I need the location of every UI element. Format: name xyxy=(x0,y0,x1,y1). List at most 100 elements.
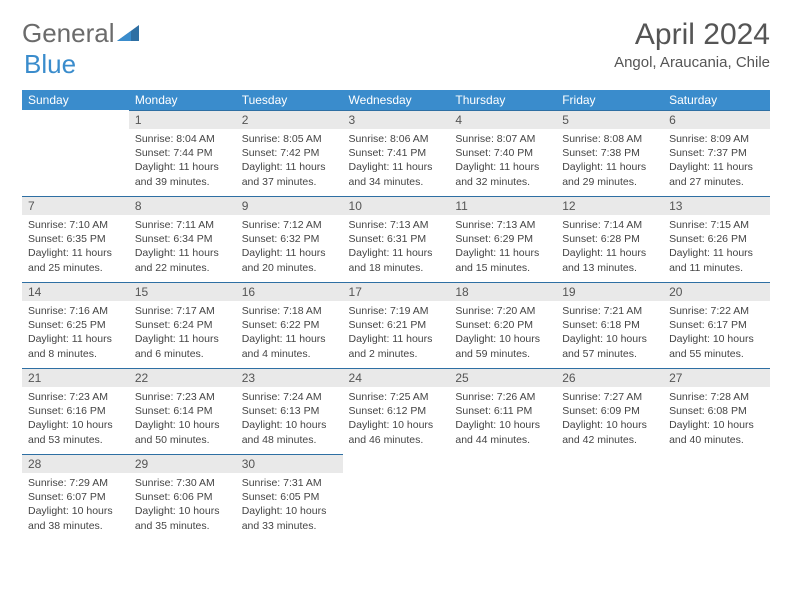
day-number: 5 xyxy=(556,110,663,129)
calendar-day-cell xyxy=(22,110,129,196)
calendar-day-cell: 23Sunrise: 7:24 AMSunset: 6:13 PMDayligh… xyxy=(236,368,343,454)
day-number: 22 xyxy=(129,368,236,387)
day-details: Sunrise: 7:11 AMSunset: 6:34 PMDaylight:… xyxy=(129,215,236,281)
day-details: Sunrise: 7:10 AMSunset: 6:35 PMDaylight:… xyxy=(22,215,129,281)
day-number: 11 xyxy=(449,196,556,215)
day-number: 27 xyxy=(663,368,770,387)
calendar-week-row: 21Sunrise: 7:23 AMSunset: 6:16 PMDayligh… xyxy=(22,368,770,454)
calendar-day-cell: 28Sunrise: 7:29 AMSunset: 6:07 PMDayligh… xyxy=(22,454,129,540)
calendar-day-cell: 24Sunrise: 7:25 AMSunset: 6:12 PMDayligh… xyxy=(343,368,450,454)
day-details: Sunrise: 7:23 AMSunset: 6:16 PMDaylight:… xyxy=(22,387,129,453)
day-number: 10 xyxy=(343,196,450,215)
weekday-header: Sunday xyxy=(22,90,129,110)
calendar-day-cell xyxy=(343,454,450,540)
weekday-header: Monday xyxy=(129,90,236,110)
day-number: 12 xyxy=(556,196,663,215)
calendar-day-cell: 27Sunrise: 7:28 AMSunset: 6:08 PMDayligh… xyxy=(663,368,770,454)
weekday-header: Wednesday xyxy=(343,90,450,110)
day-details: Sunrise: 8:05 AMSunset: 7:42 PMDaylight:… xyxy=(236,129,343,195)
calendar-day-cell: 7Sunrise: 7:10 AMSunset: 6:35 PMDaylight… xyxy=(22,196,129,282)
calendar-day-cell: 25Sunrise: 7:26 AMSunset: 6:11 PMDayligh… xyxy=(449,368,556,454)
calendar-day-cell: 12Sunrise: 7:14 AMSunset: 6:28 PMDayligh… xyxy=(556,196,663,282)
day-details: Sunrise: 7:16 AMSunset: 6:25 PMDaylight:… xyxy=(22,301,129,367)
calendar-day-cell xyxy=(556,454,663,540)
day-details: Sunrise: 7:26 AMSunset: 6:11 PMDaylight:… xyxy=(449,387,556,453)
day-number: 3 xyxy=(343,110,450,129)
day-number: 2 xyxy=(236,110,343,129)
day-number: 16 xyxy=(236,282,343,301)
logo: General xyxy=(22,18,139,49)
day-details: Sunrise: 7:17 AMSunset: 6:24 PMDaylight:… xyxy=(129,301,236,367)
calendar-day-cell: 10Sunrise: 7:13 AMSunset: 6:31 PMDayligh… xyxy=(343,196,450,282)
day-details: Sunrise: 7:27 AMSunset: 6:09 PMDaylight:… xyxy=(556,387,663,453)
calendar-day-cell: 6Sunrise: 8:09 AMSunset: 7:37 PMDaylight… xyxy=(663,110,770,196)
day-number: 18 xyxy=(449,282,556,301)
day-details: Sunrise: 7:28 AMSunset: 6:08 PMDaylight:… xyxy=(663,387,770,453)
calendar-day-cell: 30Sunrise: 7:31 AMSunset: 6:05 PMDayligh… xyxy=(236,454,343,540)
logo-text-general: General xyxy=(22,18,115,49)
day-number: 20 xyxy=(663,282,770,301)
calendar-day-cell xyxy=(449,454,556,540)
day-number: 15 xyxy=(129,282,236,301)
day-number: 21 xyxy=(22,368,129,387)
calendar-week-row: 7Sunrise: 7:10 AMSunset: 6:35 PMDaylight… xyxy=(22,196,770,282)
weekday-header: Thursday xyxy=(449,90,556,110)
day-number: 6 xyxy=(663,110,770,129)
calendar-day-cell: 17Sunrise: 7:19 AMSunset: 6:21 PMDayligh… xyxy=(343,282,450,368)
day-number: 24 xyxy=(343,368,450,387)
calendar-day-cell: 2Sunrise: 8:05 AMSunset: 7:42 PMDaylight… xyxy=(236,110,343,196)
calendar-day-cell: 21Sunrise: 7:23 AMSunset: 6:16 PMDayligh… xyxy=(22,368,129,454)
calendar-week-row: 14Sunrise: 7:16 AMSunset: 6:25 PMDayligh… xyxy=(22,282,770,368)
day-details: Sunrise: 7:15 AMSunset: 6:26 PMDaylight:… xyxy=(663,215,770,281)
day-number: 9 xyxy=(236,196,343,215)
day-details: Sunrise: 7:13 AMSunset: 6:29 PMDaylight:… xyxy=(449,215,556,281)
day-details: Sunrise: 7:25 AMSunset: 6:12 PMDaylight:… xyxy=(343,387,450,453)
calendar-day-cell: 3Sunrise: 8:06 AMSunset: 7:41 PMDaylight… xyxy=(343,110,450,196)
day-details: Sunrise: 7:19 AMSunset: 6:21 PMDaylight:… xyxy=(343,301,450,367)
day-details: Sunrise: 7:14 AMSunset: 6:28 PMDaylight:… xyxy=(556,215,663,281)
calendar-day-cell: 5Sunrise: 8:08 AMSunset: 7:38 PMDaylight… xyxy=(556,110,663,196)
calendar-day-cell: 22Sunrise: 7:23 AMSunset: 6:14 PMDayligh… xyxy=(129,368,236,454)
weekday-header: Friday xyxy=(556,90,663,110)
calendar-week-row: 28Sunrise: 7:29 AMSunset: 6:07 PMDayligh… xyxy=(22,454,770,540)
month-title: April 2024 xyxy=(614,18,770,52)
day-details: Sunrise: 7:21 AMSunset: 6:18 PMDaylight:… xyxy=(556,301,663,367)
day-number: 29 xyxy=(129,454,236,473)
calendar-day-cell: 1Sunrise: 8:04 AMSunset: 7:44 PMDaylight… xyxy=(129,110,236,196)
day-details: Sunrise: 7:30 AMSunset: 6:06 PMDaylight:… xyxy=(129,473,236,539)
day-details: Sunrise: 7:20 AMSunset: 6:20 PMDaylight:… xyxy=(449,301,556,367)
calendar-day-cell: 15Sunrise: 7:17 AMSunset: 6:24 PMDayligh… xyxy=(129,282,236,368)
calendar-day-cell: 4Sunrise: 8:07 AMSunset: 7:40 PMDaylight… xyxy=(449,110,556,196)
day-details: Sunrise: 8:06 AMSunset: 7:41 PMDaylight:… xyxy=(343,129,450,195)
logo-text-blue: Blue xyxy=(24,49,76,79)
day-details: Sunrise: 8:08 AMSunset: 7:38 PMDaylight:… xyxy=(556,129,663,195)
calendar-day-cell: 16Sunrise: 7:18 AMSunset: 6:22 PMDayligh… xyxy=(236,282,343,368)
day-number: 23 xyxy=(236,368,343,387)
calendar-day-cell xyxy=(663,454,770,540)
day-number: 28 xyxy=(22,454,129,473)
day-number: 26 xyxy=(556,368,663,387)
day-number: 7 xyxy=(22,196,129,215)
day-details: Sunrise: 7:13 AMSunset: 6:31 PMDaylight:… xyxy=(343,215,450,281)
calendar-day-cell: 19Sunrise: 7:21 AMSunset: 6:18 PMDayligh… xyxy=(556,282,663,368)
calendar-body: 1Sunrise: 8:04 AMSunset: 7:44 PMDaylight… xyxy=(22,110,770,540)
day-number: 17 xyxy=(343,282,450,301)
calendar-day-cell: 26Sunrise: 7:27 AMSunset: 6:09 PMDayligh… xyxy=(556,368,663,454)
location: Angol, Araucania, Chile xyxy=(614,54,770,71)
calendar-day-cell: 9Sunrise: 7:12 AMSunset: 6:32 PMDaylight… xyxy=(236,196,343,282)
day-details: Sunrise: 7:29 AMSunset: 6:07 PMDaylight:… xyxy=(22,473,129,539)
weekday-header: Saturday xyxy=(663,90,770,110)
calendar-day-cell: 11Sunrise: 7:13 AMSunset: 6:29 PMDayligh… xyxy=(449,196,556,282)
logo-triangle-icon xyxy=(117,25,139,43)
day-details: Sunrise: 7:23 AMSunset: 6:14 PMDaylight:… xyxy=(129,387,236,453)
day-number: 8 xyxy=(129,196,236,215)
calendar-table: SundayMondayTuesdayWednesdayThursdayFrid… xyxy=(22,90,770,540)
calendar-day-cell: 13Sunrise: 7:15 AMSunset: 6:26 PMDayligh… xyxy=(663,196,770,282)
day-details: Sunrise: 8:07 AMSunset: 7:40 PMDaylight:… xyxy=(449,129,556,195)
day-number: 19 xyxy=(556,282,663,301)
day-details: Sunrise: 7:22 AMSunset: 6:17 PMDaylight:… xyxy=(663,301,770,367)
day-details: Sunrise: 8:09 AMSunset: 7:37 PMDaylight:… xyxy=(663,129,770,195)
title-block: April 2024 Angol, Araucania, Chile xyxy=(614,18,770,71)
day-number: 13 xyxy=(663,196,770,215)
day-details: Sunrise: 7:24 AMSunset: 6:13 PMDaylight:… xyxy=(236,387,343,453)
